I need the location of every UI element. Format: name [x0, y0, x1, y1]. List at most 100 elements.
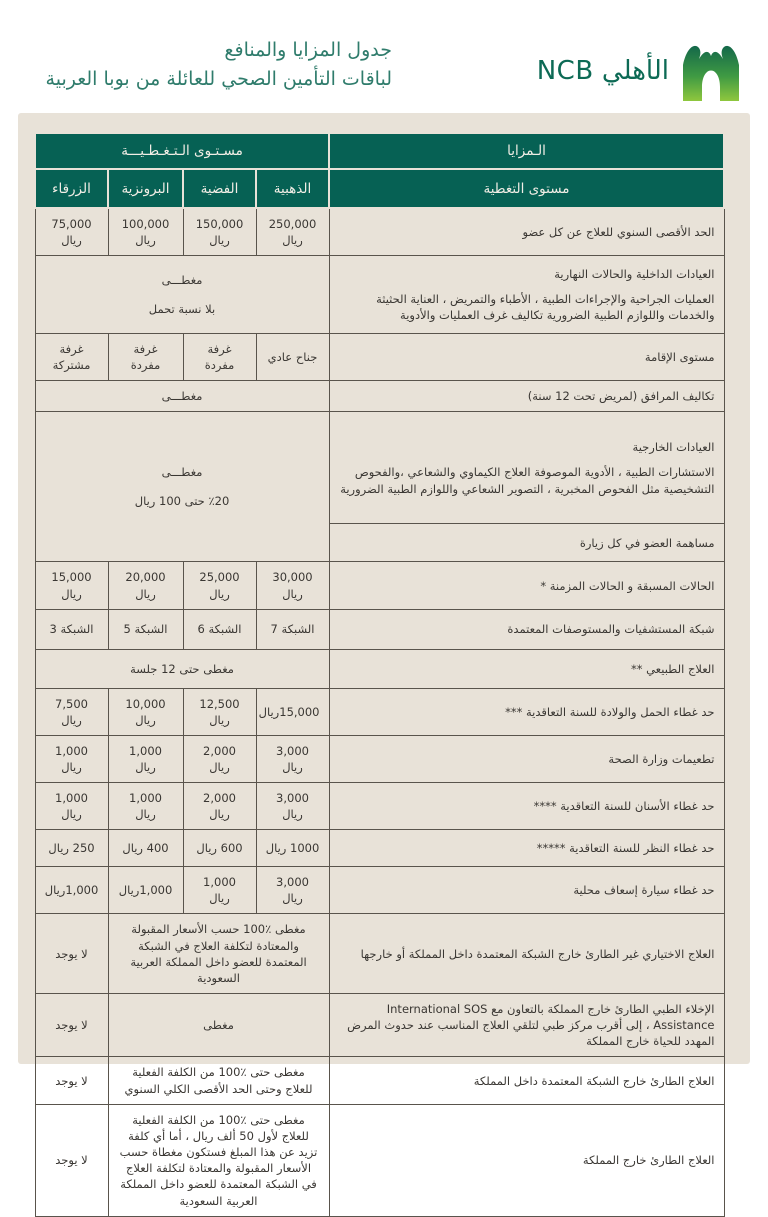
covered-upper-tiers-cell: مغطى حتى ٪100 من الكلفة الفعلية للعلاج و… [107, 1056, 330, 1106]
benefit-cell: مستوى الإقامة [328, 333, 725, 382]
table-row: حد غطاء الأسنان للسنة التعاقدية **** 3,00… [34, 782, 725, 831]
tier-value-cell-3: غرفة مشتركة [34, 333, 109, 382]
table-row: العلاج الطارئ خارج المملكة مغطى حتى ٪100 … [34, 1104, 725, 1217]
table-row: العلاج الطبيعي ** مغطى حتى 12 جلسة [34, 648, 725, 689]
not-available-cell: لا يوجد [34, 1056, 109, 1106]
covered-all-tiers-cell: مغطى حتى 12 جلسة [34, 648, 330, 689]
tier-value-cell-1: 1,000 ريال [182, 866, 257, 915]
tier-value-cell-1: الشبكة 6 [182, 608, 257, 650]
benefit-cell: الإخلاء الطبي الطارئ خارج المملكة بالتعا… [328, 992, 725, 1058]
tier-value-cell-0: 250,000 ريال [255, 207, 330, 257]
benefit-cell: مساهمة العضو في كل زيارة [328, 523, 725, 563]
benefit-description: الاستشارات الطبية ، الأدوية الموصوفة الع… [340, 465, 715, 496]
covered-upper-tiers-cell: مغطى حتى ٪100 من الكلفة الفعلية للعلاج ل… [107, 1104, 330, 1217]
benefits-table-header: الـمزايا مسـتـوى الـتـغـطـيـــة مستوى ال… [34, 132, 725, 209]
tier-value-cell-0: 1000 ريال [255, 829, 330, 868]
tier-value-cell-3: 75,000 ريال [34, 207, 109, 257]
table-row: حد غطاء سيارة إسعاف محلية 3,000 ريال 1,000… [34, 866, 725, 915]
covered-all-tiers-cell: مغطـــى بلا نسبة تحمل [34, 255, 330, 335]
table-row: مساهمة العضو في كل زيارة [35, 523, 725, 563]
tier-value-cell-0: 30,000 ريال [255, 561, 330, 610]
table-row: الحد الأقصى السنوي للعلاج عن كل عضو 250,0… [34, 207, 725, 257]
benefit-title: العيادات الخارجية [632, 440, 715, 455]
covered-upper-tiers-cell: مغطى [107, 992, 330, 1058]
benefit-cell: العيادات الخارجية الاستشارات الطبية ، الأ… [328, 411, 725, 525]
tier-value-cell-0: 15,000ريال [255, 687, 330, 736]
tier-value-cell-3: 1,000 ريال [34, 782, 109, 831]
coverage-value-line: مغطى حتى 12 جلسة [130, 661, 234, 676]
benefit-cell: حد غطاء الحمل والولادة للسنة التعاقدية *… [328, 687, 725, 736]
tier-value-cell-2: 100,000 ريال [107, 207, 184, 257]
tier-value-cell-2: 1,000 ريال [107, 734, 184, 784]
covered-all-tiers-cell: مغطـــى [34, 380, 330, 413]
tier-value-cell-3: 7,500 ريال [34, 687, 109, 736]
table-row: الحالات المسبقة و الحالات المزمنة * 30,00… [34, 561, 725, 610]
table-row: حد غطاء النظر للسنة التعاقدية ***** 1000 … [34, 829, 725, 868]
tier-value-cell-2: 10,000 ريال [107, 687, 184, 736]
covered-all-tiers-cell: مغطـــى ٪20 حتى 100 ريال [34, 411, 330, 563]
benefit-cell: الحالات المسبقة و الحالات المزمنة * [328, 561, 725, 610]
tier-value-cell-3: 1,000ريال [34, 866, 109, 915]
table-row: تكاليف المرافق (لمريض تحت 12 سنة) مغطـــى [34, 380, 725, 413]
tier-value-cell-0: الشبكة 7 [255, 608, 330, 650]
tier-value-cell-2: 1,000ريال [107, 866, 184, 915]
tier-header-1: الفضية [182, 168, 257, 209]
coverage-value-line: مغطـــى [161, 465, 203, 480]
document-title-line2: لباقات التأمين الصحي للعائلة من بوبا الع… [45, 68, 392, 91]
tier-value-cell-2: 1,000 ريال [107, 782, 184, 831]
table-row: العيادات الخارجية الاستشارات الطبية ، الأ… [34, 411, 725, 563]
benefits-table-body: الحد الأقصى السنوي للعلاج عن كل عضو 250,0… [34, 207, 725, 1217]
coverage-group-header: مسـتـوى الـتـغـطـيـــة [34, 132, 330, 170]
ncb-brand-name: الأهلي NCB [536, 56, 669, 86]
benefit-cell: الحد الأقصى السنوي للعلاج عن كل عضو [328, 207, 725, 257]
table-row: حد غطاء الحمل والولادة للسنة التعاقدية *… [34, 687, 725, 736]
tier-value-cell-1: غرفة مفردة [182, 333, 257, 382]
tier-header-row: مستوى التغطية الذهبية الفضية البرونزية الزر… [34, 168, 725, 209]
tier-value-cell-1: 2,000 ريال [182, 734, 257, 784]
tier-value-cell-1: 12,500 ريال [182, 687, 257, 736]
benefit-cell: حد غطاء الأسنان للسنة التعاقدية **** [328, 782, 725, 831]
benefit-cell: تكاليف المرافق (لمريض تحت 12 سنة) [328, 380, 725, 413]
ncb-arch-logo-icon [683, 45, 739, 101]
tier-value-cell-3: 250 ريال [34, 829, 109, 868]
tier-header-0: الذهبية [255, 168, 330, 209]
benefit-cell: شبكة المستشفيات والمستوصفات المعتمدة [328, 608, 725, 650]
not-available-cell: لا يوجد [34, 1104, 109, 1217]
tier-value-cell-0: 3,000 ريال [255, 734, 330, 784]
tier-value-cell-0: جناح عادي [255, 333, 330, 382]
table-row: مستوى الإقامة جناح عادي غرفة مفردة غرفة مفر… [34, 333, 725, 382]
header-group-row: الـمزايا مسـتـوى الـتـغـطـيـــة [34, 132, 725, 170]
ncb-brand: الأهلي NCB [536, 36, 744, 106]
not-available-cell: لا يوجد [34, 913, 109, 994]
tier-header-3: الزرقاء [34, 168, 109, 209]
table-row: العلاج الاختياري غير الطارئ خارج الشبكة … [34, 913, 725, 994]
covered-upper-tiers-cell: مغطى ٪100 حسب الأسعار المقبولة والمعتادة… [107, 913, 330, 994]
document-title-line1: جدول المزايا والمنافع [224, 39, 392, 61]
tier-value-cell-3: الشبكة 3 [34, 608, 109, 650]
benefit-cell: العيادات الداخلية والحالات النهارية العمل… [328, 255, 725, 335]
benefit-cell: العلاج الطارئ خارج المملكة [328, 1104, 725, 1217]
tier-value-cell-2: 20,000 ريال [107, 561, 184, 610]
tier-value-cell-1: 150,000 ريال [182, 207, 257, 257]
table-row: الإخلاء الطبي الطارئ خارج المملكة بالتعا… [34, 992, 725, 1058]
coverage-value-line: مغطـــى [161, 389, 203, 404]
not-available-cell: لا يوجد [34, 992, 109, 1058]
table-row: شبكة المستشفيات والمستوصفات المعتمدة الشب… [34, 608, 725, 650]
benefit-cell: العلاج الطبيعي ** [328, 648, 725, 689]
benefit-cell: العلاج الاختياري غير الطارئ خارج الشبكة … [328, 913, 725, 994]
coverage-value-line: مغطـــى [161, 273, 203, 288]
tier-value-cell-1: 2,000 ريال [182, 782, 257, 831]
tier-value-cell-3: 1,000 ريال [34, 734, 109, 784]
coverage-value-line: بلا نسبة تحمل [148, 302, 216, 317]
table-row: العلاج الطارئ خارج الشبكة المعتمدة داخل … [34, 1056, 725, 1106]
benefits-column-header: الـمزايا [328, 132, 725, 170]
tier-value-cell-2: الشبكة 5 [107, 608, 184, 650]
coverage-value-line: ٪20 حتى 100 ريال [134, 494, 230, 509]
benefits-table: الـمزايا مسـتـوى الـتـغـطـيـــة مستوى ال… [34, 132, 725, 1217]
benefit-cell: حد غطاء النظر للسنة التعاقدية ***** [328, 829, 725, 868]
benefits-panel: الـمزايا مسـتـوى الـتـغـطـيـــة مستوى ال… [18, 113, 750, 1217]
document-title: جدول المزايا والمنافع لباقات التأمين الص… [30, 36, 392, 95]
benefit-description: العمليات الجراحية والإجراءات الطبية ، ال… [376, 292, 715, 323]
benefit-cell: تطعيمات وزارة الصحة [328, 734, 725, 784]
table-row: العيادات الداخلية والحالات النهارية العمل… [34, 255, 725, 335]
